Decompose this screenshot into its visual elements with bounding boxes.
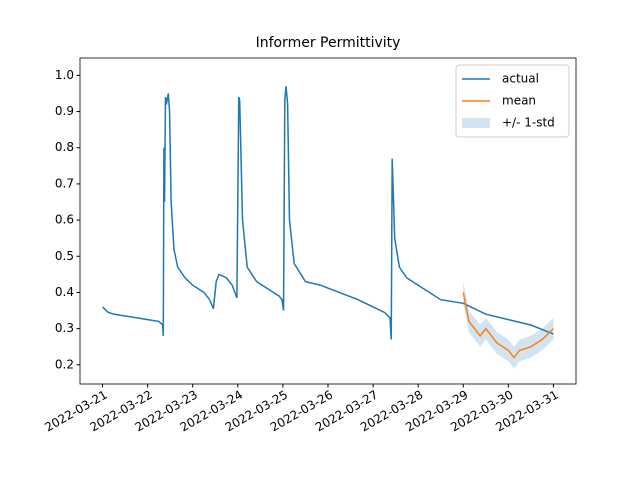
std-band: [463, 281, 554, 369]
y-tick-label: 1.0: [55, 68, 74, 82]
legend-box: [455, 64, 570, 138]
y-tick-label: 0.7: [55, 176, 74, 190]
y-tick-label: 0.2: [55, 357, 74, 371]
chart-title: Informer Permittivity: [256, 35, 401, 51]
y-tick-label: 0.5: [55, 249, 74, 263]
legend-swatch: [462, 118, 490, 128]
y-tick-label: 0.8: [55, 140, 74, 154]
y-tick-label: 0.9: [55, 104, 74, 118]
line: [462, 292, 554, 359]
legend-label: actual: [502, 72, 539, 86]
legend-label: mean: [502, 94, 536, 108]
y-tick-label: 0.3: [55, 321, 74, 335]
legend-label: +/- 1-std: [502, 116, 555, 130]
legend: actual mean +/- 1-std: [455, 64, 570, 138]
y-tick-label: 0.4: [55, 285, 74, 299]
line: [102, 86, 554, 340]
y-tick-label: 0.6: [55, 213, 74, 227]
